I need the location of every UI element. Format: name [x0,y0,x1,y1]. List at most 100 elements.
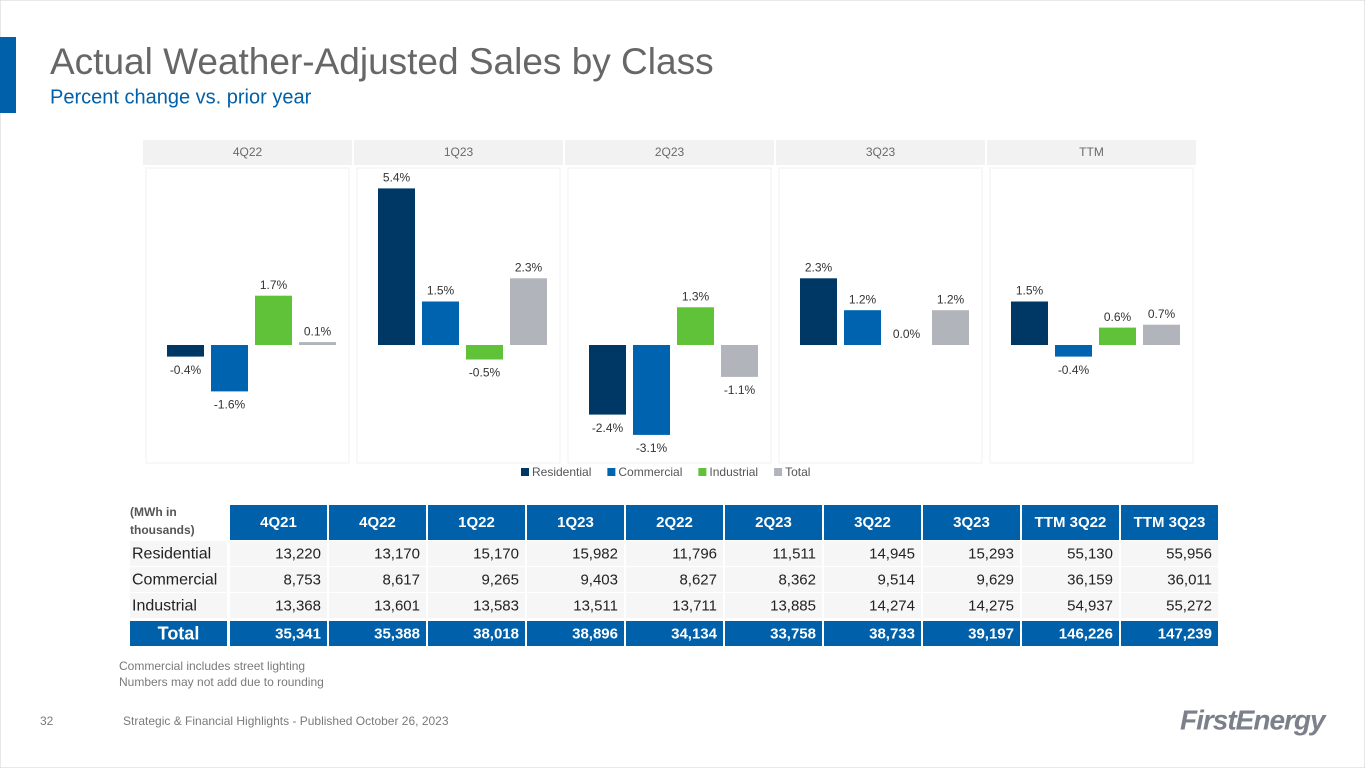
row-label: Total [158,623,200,643]
note: Commercial includes street lighting [119,659,305,673]
table-cell [527,567,624,592]
table-value: 146,226 [1059,625,1113,642]
header-cell [527,505,624,540]
bar [677,307,714,345]
table-value: 14,945 [869,545,915,562]
table-value: 36,011 [1167,571,1212,588]
footer-text: Strategic & Financial Highlights - Publi… [123,714,449,728]
data-label: 2.3% [805,260,833,274]
panel-label: 3Q23 [866,145,896,159]
data-label: 0.0% [893,327,921,341]
table-value: 13,885 [770,597,816,614]
table-cell [923,541,1020,566]
legend-label: Commercial [618,465,682,479]
bar [589,345,626,415]
table-cell [428,593,525,618]
table-value: 55,130 [1067,545,1113,562]
table-value: 13,711 [672,597,717,614]
table-value: 36,159 [1067,571,1113,588]
panel-header [354,140,563,165]
panel-label: TTM [1079,145,1104,159]
page-number: 32 [40,714,54,728]
legend-swatch [698,468,707,476]
table-corner-box: (MWh in thousands) [130,505,195,537]
table-value: 147,239 [1158,625,1212,642]
table-value: 13,368 [275,597,321,614]
table-cell [725,593,822,618]
data-label: 1.3% [682,289,710,303]
table-cell [626,541,723,566]
data-label: 1.5% [427,284,455,298]
table-cell [725,541,822,566]
table-cell [923,621,1020,646]
data-label: 0.1% [304,324,332,338]
column-header: 2Q23 [755,514,792,531]
panel-label: 4Q22 [233,145,263,159]
table-cell [626,567,723,592]
panel-header [565,140,774,165]
legend-label: Total [785,465,810,479]
table-value: 9,629 [976,571,1014,588]
table-cell [1121,567,1218,592]
table-cell [923,593,1020,618]
panel-label: 1Q23 [444,145,474,159]
header-cell [725,505,822,540]
bar [1099,327,1136,345]
bar [422,301,459,345]
table-cell [1121,541,1218,566]
table-cell [230,621,327,646]
table-cell [1022,593,1119,618]
table-cell [329,593,426,618]
table-cell [130,567,227,592]
table-value: 55,272 [1166,597,1212,614]
column-header: 1Q22 [458,514,495,531]
bar [211,345,248,392]
panel-header [987,140,1196,165]
column-header: 3Q22 [854,514,891,531]
panel-body [356,167,561,464]
panel-label: 2Q23 [655,145,685,159]
legend-swatch [607,468,616,476]
data-label: -1.1% [724,383,756,397]
table-cell [824,621,921,646]
bar [378,188,415,345]
title: Actual Weather-Adjusted Sales by Class [50,41,714,82]
header-cell [923,505,1020,540]
table-value: 8,753 [283,571,321,588]
table-corner: (MWh in thousands) [130,505,195,537]
table-value: 9,265 [481,571,519,588]
table-value: 15,170 [473,545,519,562]
table-value: 35,388 [374,625,420,642]
table-cell [626,621,723,646]
bar [633,345,670,435]
panel-body [989,167,1194,464]
table-cell [230,593,327,618]
table-value: 54,937 [1067,597,1113,614]
header-cell [824,505,921,540]
legend-swatch [774,468,783,476]
bar [167,345,204,357]
bar [1011,301,1048,345]
table-cell [1022,621,1119,646]
data-label: 2.3% [515,260,543,274]
table-cell [428,567,525,592]
table-value: 14,275 [968,597,1014,614]
bar [255,295,292,345]
bar [844,310,881,345]
note: Numbers may not add due to rounding [119,675,324,689]
table-value: 34,134 [671,625,718,642]
table-cell [527,541,624,566]
data-label: 0.6% [1104,310,1132,324]
table-cell [725,567,822,592]
header-cell [230,505,327,540]
row-label: Industrial [132,598,197,615]
bar [299,342,336,345]
bar [1143,324,1180,345]
bar [800,278,837,345]
data-label: -0.4% [1058,363,1090,377]
table-cell [329,621,426,646]
table-cell [527,621,624,646]
column-header: 3Q23 [953,514,990,531]
panel-body [567,167,772,464]
